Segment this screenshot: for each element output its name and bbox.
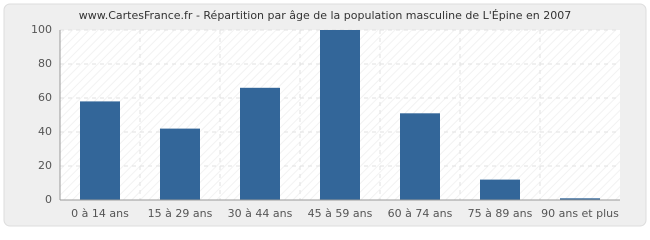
bar (400, 113, 440, 200)
bar (240, 87, 280, 200)
bar (560, 198, 600, 200)
y-tick-label: 0 (45, 193, 52, 206)
x-tick-label: 60 à 74 ans (388, 207, 453, 220)
x-tick-label: 45 à 59 ans (308, 207, 373, 220)
x-tick-label: 90 ans et plus (541, 207, 619, 220)
y-tick-label: 40 (38, 125, 52, 138)
bar (160, 128, 200, 200)
bar (320, 30, 360, 200)
y-tick-label: 60 (38, 91, 52, 104)
y-tick-label: 100 (31, 23, 52, 36)
chart: www.CartesFrance.fr - Répartition par âg… (3, 3, 647, 227)
x-tick-label: 30 à 44 ans (228, 207, 293, 220)
chart-title: www.CartesFrance.fr - Répartition par âg… (79, 9, 571, 22)
bar (80, 101, 120, 200)
y-tick-label: 20 (38, 159, 52, 172)
y-tick-label: 80 (38, 57, 52, 70)
x-tick-label: 0 à 14 ans (71, 207, 129, 220)
bar (480, 179, 520, 200)
page: www.CartesFrance.fr - Répartition par âg… (3, 3, 647, 227)
x-tick-label: 15 à 29 ans (148, 207, 213, 220)
x-tick-label: 75 à 89 ans (468, 207, 533, 220)
